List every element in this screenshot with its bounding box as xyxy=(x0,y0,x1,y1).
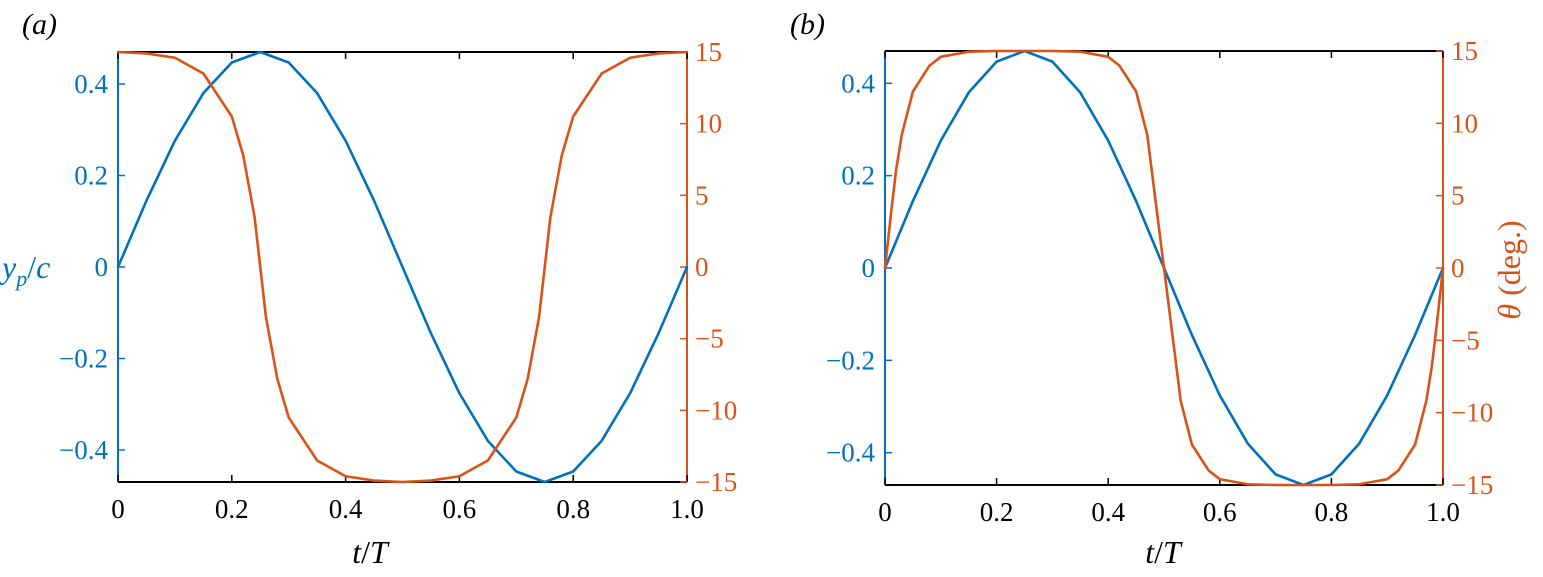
panel-label-a: (a) xyxy=(22,8,57,41)
panel-a-x-tick-label: 1.0 xyxy=(670,494,704,524)
panel-a-y-right-tick-label: 15 xyxy=(695,37,722,67)
panel-a-y-right-tick-label: 10 xyxy=(695,109,722,139)
panel-b-plot-area: 0 0.2 0.4 0.6 0.8 1.0 −0.4 −0.2 0 0.2 0.4 −15 −10 −5 0… xyxy=(826,36,1493,527)
panel-a-y-left-tick-label: −0.4 xyxy=(59,435,108,465)
panel-a-x-tick-label: 0.6 xyxy=(443,494,477,524)
panel-a-y-left-tick-label: 0.4 xyxy=(74,69,108,99)
panel-b-y-left-tick-label: −0.4 xyxy=(826,438,875,468)
panel-a-y-left-tick-label: −0.2 xyxy=(59,343,108,373)
panel-a-x-tick-label: 0.8 xyxy=(556,494,590,524)
panel-b-y-left-tick-label: 0.2 xyxy=(841,161,875,191)
panel-a-heave-line xyxy=(116,50,689,484)
panel-b-y-right-tick-label: 5 xyxy=(1451,181,1465,211)
panel-b-x-tick-label: 0.8 xyxy=(1315,497,1349,527)
panel-a-y-left-tick-label: 0 xyxy=(95,252,109,282)
panel-b-y-right-axis-title: θ (deg.) xyxy=(1491,220,1527,319)
panel-a-y-left-tick-label: 0.2 xyxy=(74,161,108,191)
panel-a: (a) 0 0.2 0.4 0.6 0.8 1.0 −0.4 −0.2 0 0.2 0.4 −15 −1… xyxy=(0,8,737,570)
panel-b-x-tick-label: 0.6 xyxy=(1203,497,1237,527)
panel-a-y-right-tick-label: 5 xyxy=(695,180,709,210)
panel-a-plot-area: 0 0.2 0.4 0.6 0.8 1.0 −0.4 −0.2 0 0.2 0.4 −15 −10 −5 0… xyxy=(59,37,737,524)
panel-a-y-right-tick-label: 0 xyxy=(695,252,709,282)
panel-b-x-tick-label: 0.4 xyxy=(1091,497,1125,527)
panel-b-y-right-tick-label: 0 xyxy=(1451,253,1465,283)
panel-a-x-tick-label: 0.4 xyxy=(329,494,363,524)
panel-b-x-tick-label: 1.0 xyxy=(1426,497,1460,527)
panel-b-y-right-tick-label: −5 xyxy=(1451,325,1480,355)
panel-b-y-left-tick-label: 0.4 xyxy=(841,68,875,98)
panel-a-x-tick-label: 0 xyxy=(111,494,125,524)
panel-b-y-right-tick-label: 15 xyxy=(1451,36,1478,66)
panel-b-y-left-tick-label: 0 xyxy=(862,253,876,283)
panel-b-y-right-tick-label: −10 xyxy=(1451,398,1493,428)
panel-b-y-right-tick-label: 10 xyxy=(1451,108,1478,138)
panel-b-y-left-tick-label: −0.2 xyxy=(826,345,875,375)
panel-b-pitch-line xyxy=(883,49,1445,487)
panel-b-y-right-tick-label: −15 xyxy=(1451,470,1493,500)
panel-label-b: (b) xyxy=(790,8,825,41)
panel-a-x-axis-title: t/T xyxy=(352,534,390,570)
panel-a-y-right-tick-label: −10 xyxy=(695,395,737,425)
panel-a-y-left-axis-title: yp/c xyxy=(0,249,50,291)
panel-b-x-axis-title: t/T xyxy=(1145,534,1183,570)
panel-b-x-tick-label: 0.2 xyxy=(980,497,1014,527)
panel-b: (b) 0 0.2 0.4 0.6 0.8 1.0 −0.4 −0.2 0 0.2 0.4 −15 −1… xyxy=(790,8,1527,570)
panel-b-x-tick-label: 0 xyxy=(878,497,892,527)
panel-a-y-right-tick-label: −15 xyxy=(695,467,737,497)
panel-a-y-right-tick-label: −5 xyxy=(695,324,724,354)
panel-a-pitch-line xyxy=(116,50,689,484)
panel-a-x-tick-label: 0.2 xyxy=(215,494,249,524)
